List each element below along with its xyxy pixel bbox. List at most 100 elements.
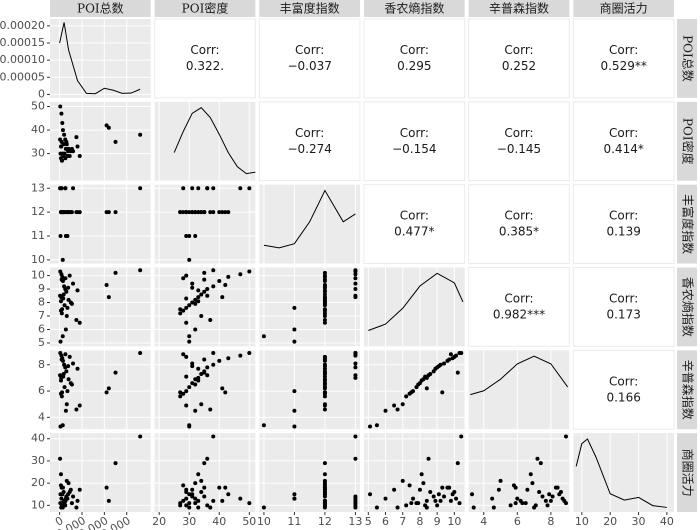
scatter-point (190, 487, 195, 492)
scatter-point (353, 456, 358, 461)
x-tick-label: 8 (416, 515, 423, 528)
scatter-point (518, 498, 523, 503)
scatter-point (66, 297, 71, 302)
scatter-point (322, 390, 327, 395)
scatter-point (113, 210, 118, 215)
scatter-point (353, 293, 358, 298)
column-strip (364, 0, 465, 17)
scatter-point (440, 485, 445, 490)
corr-value: 0.166 (606, 390, 640, 404)
scatter-point (58, 104, 63, 109)
panel-background (259, 433, 360, 512)
scatter-point (113, 370, 118, 375)
scatter-point (555, 485, 560, 490)
scatter-point (178, 307, 183, 312)
scatter-point (59, 496, 64, 501)
scatter-point (64, 289, 69, 294)
scatter-point (322, 487, 327, 492)
scatter-point (322, 472, 327, 477)
x-tick-label: 6 (382, 515, 389, 528)
scatter-point (106, 210, 111, 215)
corr-value: 0.139 (606, 225, 640, 239)
scatter-point (322, 394, 327, 399)
scatter-point (193, 382, 198, 387)
scatter-point (353, 287, 358, 292)
scatter-point (211, 362, 216, 367)
scatter-point (322, 299, 327, 304)
scatter-point (558, 490, 563, 495)
scatter-point (452, 354, 457, 359)
scatter-point (353, 498, 358, 503)
scatter-point (187, 492, 192, 497)
scatter-point (66, 210, 71, 215)
corr-value: 0.982*** (493, 307, 545, 321)
scatter-point (69, 301, 74, 306)
y-tick-label: 12 (31, 205, 45, 218)
scatter-point (238, 353, 243, 358)
scatter-point (322, 283, 327, 288)
corr-panel (572, 349, 675, 430)
scatter-point (202, 210, 207, 215)
y-tick-label: 10 (31, 253, 45, 266)
scatter-point (205, 373, 210, 378)
scatter-point (322, 364, 327, 369)
scatter-point (431, 494, 436, 499)
scatter-point (548, 498, 553, 503)
scatter-point (442, 361, 447, 366)
scatter-point (220, 498, 225, 503)
corr-panel (468, 18, 570, 99)
panel-background (50, 184, 151, 264)
scatter-point (528, 472, 533, 477)
scatter-point (543, 498, 548, 503)
scatter-point (292, 492, 297, 497)
scatter-point (223, 390, 228, 395)
corr-panel (572, 18, 675, 99)
corr-panel (363, 18, 466, 99)
x-tick-label: 9 (434, 515, 441, 528)
scatter-point (211, 210, 216, 215)
scatter-point (66, 492, 71, 497)
x-tick-label: 30 (182, 515, 196, 528)
scatter-point (438, 498, 443, 503)
scatter-point (217, 485, 222, 490)
scatter-point (63, 276, 68, 281)
corr-value: −0.154 (392, 142, 436, 156)
scatter-point (535, 456, 540, 461)
y-tick-label: 8 (38, 358, 45, 371)
scatter-point (66, 149, 71, 154)
scatter-point (138, 434, 143, 439)
corr-value: −0.037 (287, 59, 331, 73)
scatter-point (77, 320, 82, 325)
column-strip-label: 香农熵指数 (384, 1, 444, 16)
scatter-point (58, 456, 63, 461)
scatter-point (193, 301, 198, 306)
scatter-point (178, 311, 183, 316)
scatter-point (400, 402, 405, 407)
scatter-point (322, 270, 327, 275)
scatter-point (383, 496, 388, 501)
scatter-point (322, 403, 327, 408)
scatter-point (184, 234, 189, 239)
scatter-point (106, 386, 111, 391)
corr-caption: Corr: (609, 374, 638, 388)
y-tick-label: 0.00010 (0, 53, 45, 66)
scatter-point (353, 505, 358, 510)
scatter-point (193, 297, 198, 302)
density-curve (263, 189, 356, 249)
scatter-point (491, 505, 496, 510)
x-tick-label: 6 (514, 515, 521, 528)
scatter-point (238, 272, 243, 277)
scatter-point (322, 386, 327, 391)
scatter-point (202, 277, 207, 282)
scatter-point (187, 505, 192, 510)
scatter-point (184, 354, 189, 359)
scatter-point (202, 485, 207, 490)
scatter-point (196, 299, 201, 304)
scatter-point (395, 505, 400, 510)
corr-caption: Corr: (609, 291, 638, 305)
corr-panel (572, 101, 675, 182)
scatter-point (181, 276, 186, 281)
scatter-point (392, 403, 397, 408)
scatter-point (525, 487, 530, 492)
scatter-point (190, 492, 195, 497)
